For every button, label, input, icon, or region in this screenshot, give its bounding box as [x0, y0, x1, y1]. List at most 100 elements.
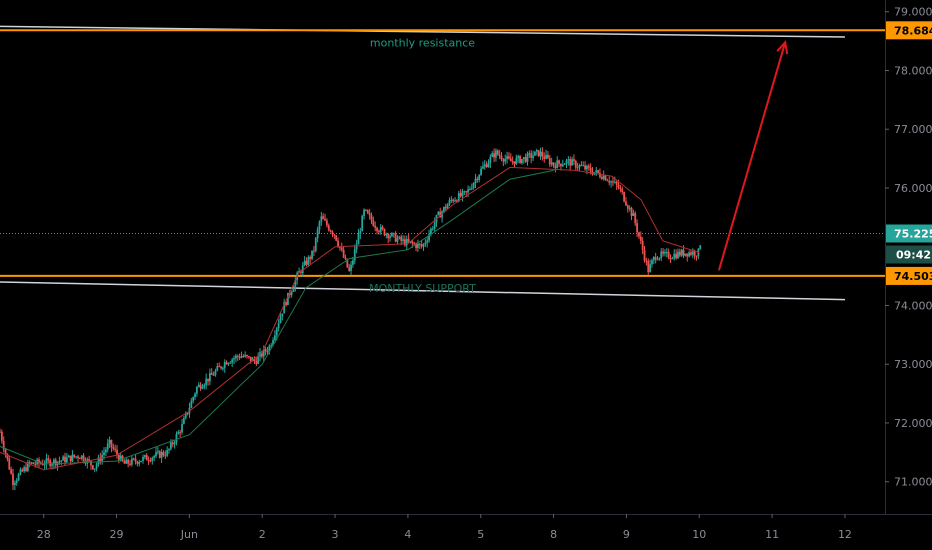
candle-body	[437, 211, 440, 215]
candle-body	[313, 250, 315, 252]
candle-body	[158, 451, 161, 458]
candle-body	[121, 455, 124, 461]
time-tick-label: 2	[259, 528, 266, 541]
candle-body	[379, 226, 382, 233]
candle-body	[612, 181, 614, 183]
candle-body	[218, 366, 221, 368]
candle-body	[439, 211, 442, 218]
candle-body	[389, 236, 391, 239]
candle-body	[75, 456, 78, 458]
price-tick-label: 72.000	[894, 417, 932, 430]
candle-body	[400, 236, 403, 241]
candle-body	[112, 447, 115, 449]
candle-body	[632, 213, 635, 216]
candle-body	[524, 157, 527, 162]
candle-body	[60, 460, 63, 462]
projection-arrow-head	[776, 40, 789, 55]
candle-body	[586, 165, 588, 170]
candle-body	[195, 386, 198, 394]
candle-body	[415, 243, 417, 248]
candle-body	[275, 328, 278, 336]
candle-body	[407, 238, 410, 242]
candle-body	[153, 455, 156, 458]
candle-body	[537, 150, 540, 157]
candle-body	[127, 459, 130, 464]
candle-body	[270, 345, 273, 347]
candle-body	[184, 413, 187, 419]
candle-body	[301, 265, 304, 274]
candle-body	[368, 213, 371, 216]
candle-body	[283, 302, 286, 314]
candle-body	[348, 267, 351, 271]
candle-body	[342, 249, 345, 258]
candle-body	[561, 164, 564, 167]
candle-body	[322, 216, 325, 220]
candle-body	[372, 220, 375, 226]
candle-body	[64, 456, 66, 463]
candle-body	[45, 458, 48, 465]
candle-body	[227, 363, 230, 365]
candle-body	[649, 264, 651, 273]
candle-body	[80, 455, 83, 459]
candle-body	[104, 449, 107, 453]
candle-body	[431, 228, 434, 230]
candle-body	[292, 287, 295, 292]
candle-body	[173, 442, 176, 445]
candle-body	[491, 153, 494, 157]
candle-body	[463, 191, 466, 193]
candle-body	[47, 458, 50, 461]
candle-body	[246, 355, 248, 357]
time-tick-label: 9	[623, 528, 630, 541]
candle-body	[489, 156, 492, 163]
candle-body	[223, 362, 226, 368]
candle-body	[279, 316, 282, 324]
candle-body	[231, 359, 234, 363]
candle-body	[34, 464, 37, 466]
moving-average-green	[0, 169, 554, 465]
candle-body	[511, 161, 514, 163]
candle-body	[117, 454, 120, 461]
candle-body	[461, 191, 464, 197]
price-tick-label: 78.000	[894, 64, 932, 77]
candle-body	[186, 413, 189, 415]
candle-body	[8, 458, 11, 470]
candle-body	[623, 192, 625, 202]
candle-body	[143, 455, 146, 457]
candle-body	[496, 150, 499, 155]
candle-body	[71, 454, 74, 462]
candle-body	[370, 215, 373, 221]
candle-body	[417, 243, 419, 248]
moving-average-red	[0, 166, 700, 471]
candle-body	[444, 206, 447, 209]
candle-body	[482, 166, 484, 169]
candle-body	[565, 160, 568, 164]
candle-body	[149, 460, 152, 462]
candle-body	[667, 251, 670, 259]
candle-body	[253, 358, 256, 362]
candle-body	[93, 468, 96, 470]
candle-body	[194, 393, 196, 398]
candle-body	[448, 200, 451, 205]
candle-body	[26, 462, 29, 471]
candle-body	[504, 158, 507, 162]
candle-body	[678, 251, 681, 256]
candle-body	[613, 181, 616, 183]
candle-body	[257, 356, 260, 364]
candle-body	[548, 157, 551, 165]
candle-body	[15, 480, 18, 483]
candle-body	[179, 431, 182, 433]
candle-body	[346, 258, 349, 268]
candle-body	[556, 160, 559, 169]
candle-body	[547, 154, 549, 158]
candle-body	[73, 454, 76, 457]
candle-body	[327, 225, 330, 231]
bar-countdown: 09:42	[896, 249, 931, 262]
candle-body	[385, 234, 388, 236]
candle-body	[333, 234, 336, 236]
candle-body	[216, 366, 219, 371]
candle-body	[508, 156, 510, 159]
candle-body	[357, 233, 360, 245]
candle-body	[13, 482, 16, 485]
